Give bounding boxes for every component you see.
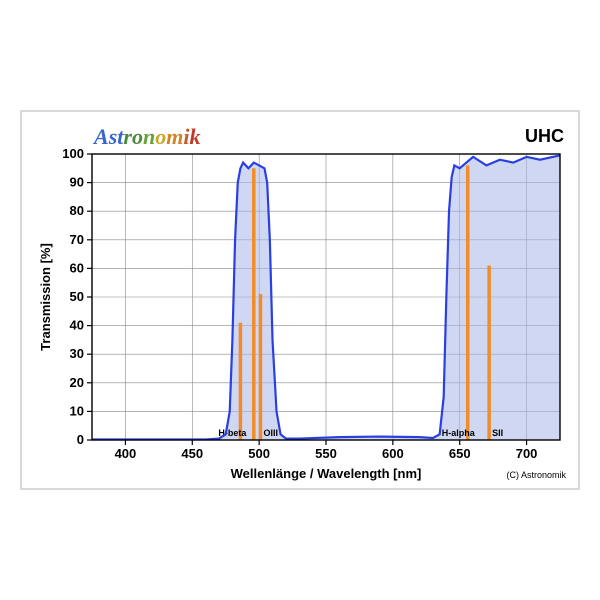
x-tick-label: 450: [181, 446, 203, 461]
y-tick-label: 60: [70, 260, 84, 275]
y-tick-label: 40: [70, 318, 84, 333]
filter-type-label: UHC: [525, 126, 564, 146]
y-tick-label: 20: [70, 375, 84, 390]
x-tick-label: 550: [315, 446, 337, 461]
y-tick-label: 100: [62, 146, 84, 161]
emission-label: SII: [492, 428, 503, 438]
chart-frame: H-betaOIIIH-alphaSII01020304050607080901…: [20, 110, 580, 490]
x-tick-label: 400: [115, 446, 137, 461]
x-tick-label: 600: [382, 446, 404, 461]
x-tick-label: 650: [449, 446, 471, 461]
chart-area: H-betaOIIIH-alphaSII01020304050607080901…: [34, 120, 566, 480]
brand-logo: Astronomik: [92, 124, 200, 149]
emission-label: OIII: [263, 428, 278, 438]
emission-label: H-alpha: [442, 428, 476, 438]
y-tick-label: 30: [70, 346, 84, 361]
x-tick-label: 500: [248, 446, 270, 461]
y-tick-label: 70: [70, 232, 84, 247]
y-tick-label: 90: [70, 175, 84, 190]
transmission-chart: H-betaOIIIH-alphaSII01020304050607080901…: [34, 120, 570, 484]
x-axis-title: Wellenlänge / Wavelength [nm]: [231, 466, 422, 481]
y-tick-label: 50: [70, 289, 84, 304]
copyright-label: (C) Astronomik: [506, 470, 566, 480]
y-tick-label: 0: [77, 432, 84, 447]
x-tick-label: 700: [516, 446, 538, 461]
y-tick-label: 80: [70, 203, 84, 218]
y-axis-title: Transmission [%]: [38, 243, 53, 351]
y-tick-label: 10: [70, 403, 84, 418]
